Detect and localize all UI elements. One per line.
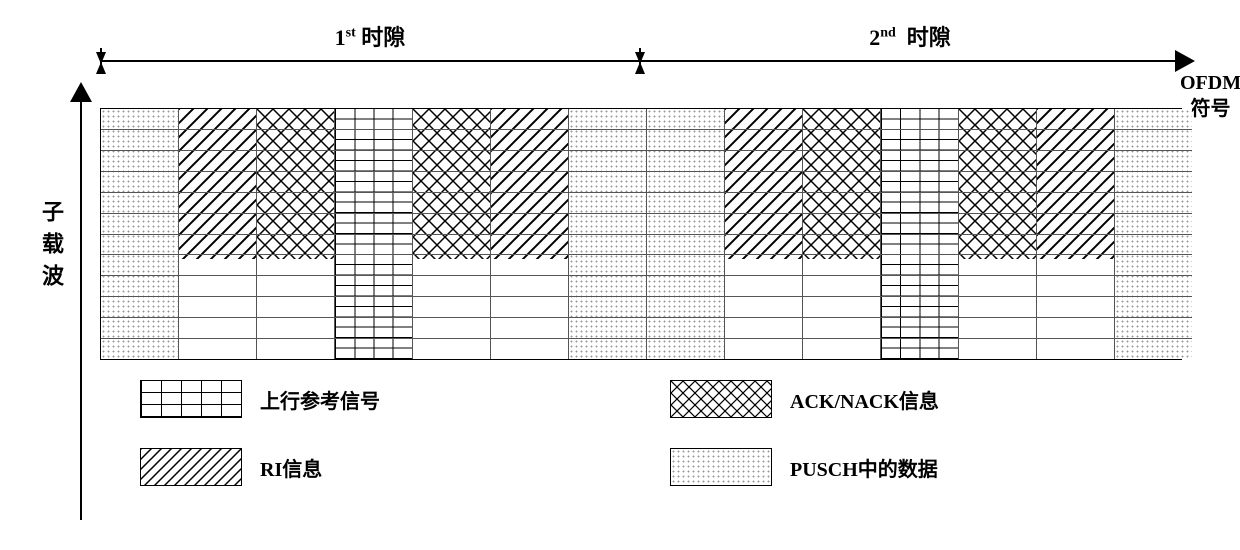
grid-col-2	[257, 109, 335, 359]
y-axis-arrowhead	[70, 82, 92, 102]
legend-swatch-cross	[670, 380, 772, 418]
legend-label-cross: ACK/NACK信息	[790, 385, 939, 414]
grid-col-12	[1037, 109, 1115, 359]
grid-col-1	[179, 109, 257, 359]
legend-swatch-dots	[670, 448, 772, 486]
grid-col-0	[101, 109, 179, 359]
slot-2-label: 2nd 时隙	[640, 20, 1180, 60]
grid-col-5	[491, 109, 569, 359]
grid-col-9	[803, 109, 881, 359]
slot-1-label: 1st 时隙	[100, 20, 640, 60]
x-axis-arrowhead	[1175, 50, 1195, 72]
grid-col-7	[647, 109, 725, 359]
grid-col-13	[1115, 109, 1192, 359]
legend-swatch-grid	[140, 380, 242, 418]
legend-label-grid: 上行参考信号	[260, 385, 380, 414]
grid-col-10	[881, 109, 959, 359]
resource-grid	[100, 108, 1182, 360]
y-axis-line	[80, 100, 82, 520]
grid-col-3	[335, 109, 413, 359]
legend-item-grid: 上行参考信号	[140, 380, 610, 418]
grid-col-8	[725, 109, 803, 359]
tick-start-head2	[96, 62, 106, 74]
grid-col-11	[959, 109, 1037, 359]
grid-col-4	[413, 109, 491, 359]
tick-mid-head2	[635, 62, 645, 74]
legend-item-cross: ACK/NACK信息	[670, 380, 1140, 418]
legend-item-dots: PUSCH中的数据	[670, 448, 1140, 486]
legend-label-dots: PUSCH中的数据	[790, 453, 938, 482]
legend-item-diag: RI信息	[140, 448, 610, 486]
legend-swatch-diag	[140, 448, 242, 486]
legend-label-diag: RI信息	[260, 453, 322, 482]
diagram-container: 1st 时隙 2nd 时隙 OFDM符号 子载波 上行参考信号 ACK/NACK…	[20, 20, 1220, 530]
grid-col-6	[569, 109, 647, 359]
y-axis-label: 子载波	[35, 200, 67, 296]
legend: 上行参考信号 ACK/NACK信息 RI信息 PUSCH中的数据	[140, 380, 1140, 486]
